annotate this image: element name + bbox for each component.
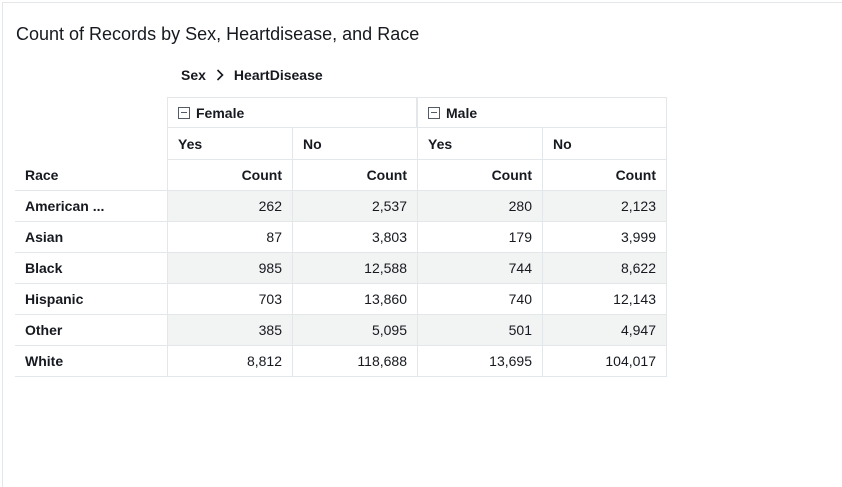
- column-group-label: Female: [196, 104, 245, 121]
- breadcrumb-item-heartdisease[interactable]: HeartDisease: [233, 67, 323, 83]
- data-cell[interactable]: 501: [417, 315, 542, 346]
- data-cell[interactable]: 744: [417, 253, 542, 284]
- data-cell[interactable]: 8,622: [542, 253, 667, 284]
- data-cell[interactable]: 87: [167, 222, 292, 253]
- column-header-female-no[interactable]: No: [292, 128, 417, 160]
- row-label[interactable]: White: [15, 346, 167, 377]
- column-header-male-yes[interactable]: Yes: [417, 128, 542, 160]
- row-label[interactable]: Other: [15, 315, 167, 346]
- row-header-race[interactable]: Race: [15, 160, 167, 191]
- data-cell[interactable]: 385: [167, 315, 292, 346]
- collapse-minus-icon[interactable]: [428, 106, 440, 119]
- breadcrumb: Sex HeartDisease: [181, 67, 323, 83]
- data-cell[interactable]: 12,588: [292, 253, 417, 284]
- data-cell[interactable]: 985: [167, 253, 292, 284]
- data-cell[interactable]: 703: [167, 284, 292, 315]
- collapse-minus-icon[interactable]: [178, 106, 190, 119]
- data-cell[interactable]: 12,143: [542, 284, 667, 315]
- data-cell[interactable]: 179: [417, 222, 542, 253]
- measure-header[interactable]: Count: [542, 160, 667, 191]
- column-header-male-no[interactable]: No: [542, 128, 667, 160]
- data-cell[interactable]: 2,123: [542, 191, 667, 222]
- column-group-label: Male: [446, 104, 478, 121]
- data-cell[interactable]: 118,688: [292, 346, 417, 377]
- row-label[interactable]: Black: [15, 253, 167, 284]
- chevron-right-icon: [216, 69, 224, 81]
- row-label[interactable]: Asian: [15, 222, 167, 253]
- measure-header[interactable]: Count: [167, 160, 292, 191]
- data-cell[interactable]: 740: [417, 284, 542, 315]
- row-label[interactable]: Hispanic: [15, 284, 167, 315]
- data-cell[interactable]: 280: [417, 191, 542, 222]
- data-cell[interactable]: 13,860: [292, 284, 417, 315]
- row-label[interactable]: American ...: [15, 191, 167, 222]
- column-group-male[interactable]: Male: [417, 97, 667, 128]
- measure-header[interactable]: Count: [292, 160, 417, 191]
- measure-header[interactable]: Count: [417, 160, 542, 191]
- column-group-female[interactable]: Female: [167, 97, 417, 128]
- data-cell[interactable]: 5,095: [292, 315, 417, 346]
- data-cell[interactable]: 262: [167, 191, 292, 222]
- data-cell[interactable]: 3,803: [292, 222, 417, 253]
- data-cell[interactable]: 104,017: [542, 346, 667, 377]
- breadcrumb-item-sex[interactable]: Sex: [181, 67, 206, 83]
- column-header-female-yes[interactable]: Yes: [167, 128, 292, 160]
- data-cell[interactable]: 2,537: [292, 191, 417, 222]
- data-cell[interactable]: 8,812: [167, 346, 292, 377]
- data-cell[interactable]: 3,999: [542, 222, 667, 253]
- data-cell[interactable]: 13,695: [417, 346, 542, 377]
- data-cell[interactable]: 4,947: [542, 315, 667, 346]
- visual-title: Count of Records by Sex, Heartdisease, a…: [16, 24, 420, 44]
